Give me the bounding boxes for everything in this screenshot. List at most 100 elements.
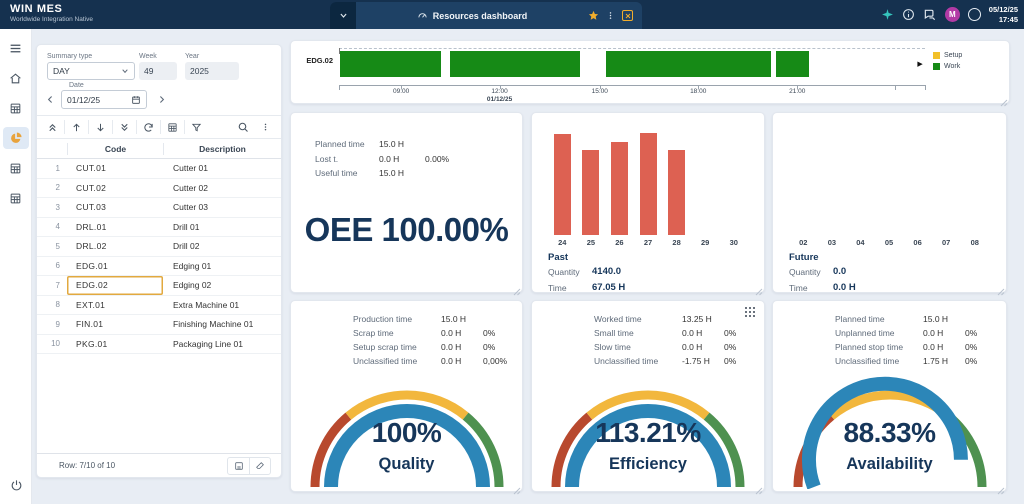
filter-icon[interactable]	[185, 118, 208, 136]
power-icon[interactable]	[3, 474, 29, 496]
cell-code[interactable]: EXT.01	[76, 299, 106, 310]
future-title: Future	[789, 252, 819, 263]
search-icon[interactable]	[231, 118, 254, 136]
cell-description[interactable]: Packaging Line 01	[173, 338, 243, 349]
table-row[interactable]: 5 DRL.02 Drill 02	[37, 237, 281, 257]
table-row[interactable]: 8 EXT.01 Extra Machine 01	[37, 296, 281, 315]
cell-code[interactable]: DRL.01	[76, 221, 107, 232]
row-number: 4	[55, 222, 60, 232]
table-row[interactable]: 3 CUT.03 Cutter 03	[37, 198, 281, 218]
quantity-value: 0.0	[833, 266, 847, 277]
cell-code[interactable]: FIN.01	[76, 319, 104, 330]
stat-label: Worked time	[594, 314, 642, 324]
table-row[interactable]: 2 CUT.02 Cutter 02	[37, 179, 281, 198]
cell-code[interactable]: DRL.02	[76, 241, 107, 252]
tab-menu-kebab-icon[interactable]	[606, 10, 615, 21]
bar-slot	[634, 133, 663, 235]
cell-description[interactable]: Drill 02	[173, 241, 200, 252]
cell-description[interactable]: Extra Machine 01	[173, 299, 240, 310]
grid-view-icon[interactable]	[161, 118, 184, 136]
top-bar: WIN MES Worldwide Integration Native Res…	[0, 0, 1024, 29]
gantt-work-bar[interactable]	[605, 51, 772, 77]
sidebar-item-table-3[interactable]	[3, 187, 29, 209]
hamburger-menu-icon[interactable]	[3, 37, 29, 59]
stat-percent: 0%	[965, 356, 978, 366]
resize-grip[interactable]	[755, 283, 763, 296]
table-row[interactable]: 6 EDG.01 Edging 01	[37, 257, 281, 276]
cell-code[interactable]: CUT.01	[76, 163, 107, 174]
sidebar-item-table-2[interactable]	[3, 157, 29, 179]
resize-grip[interactable]	[1000, 94, 1008, 107]
table-row[interactable]: 7 EDG.02 Edging 02	[37, 276, 281, 296]
stat-percent: 0%	[483, 328, 496, 338]
dashboard-tab[interactable]: Resources dashboard	[330, 2, 642, 29]
cell-description[interactable]: Cutter 03	[173, 202, 208, 213]
cell-description[interactable]: Cutter 01	[173, 163, 208, 174]
gantt-work-bar[interactable]	[776, 51, 809, 77]
table-row[interactable]: 10 PKG.01 Packaging Line 01	[37, 335, 281, 354]
bar[interactable]	[639, 133, 657, 235]
cell-description[interactable]: Drill 01	[173, 221, 200, 232]
sidebar-item-home[interactable]	[3, 67, 29, 89]
go-last-icon[interactable]	[113, 118, 136, 136]
resize-grip[interactable]	[513, 482, 521, 495]
drag-handle-icon[interactable]	[745, 307, 757, 319]
go-first-icon[interactable]	[41, 118, 64, 136]
info-icon[interactable]	[902, 8, 915, 21]
chat-icon[interactable]	[923, 8, 937, 22]
cell-code[interactable]: CUT.02	[76, 182, 107, 193]
cell-code[interactable]: EDG.01	[76, 260, 109, 271]
table-toolbar	[37, 115, 281, 139]
table-row[interactable]: 1 CUT.01 Cutter 01	[37, 159, 281, 179]
footer-buttons	[227, 456, 271, 475]
cell-description[interactable]: Finishing Machine 01	[173, 319, 254, 330]
week-input[interactable]: 49	[139, 62, 177, 80]
refresh-icon[interactable]	[137, 118, 160, 136]
sparkle-icon[interactable]	[881, 8, 894, 21]
cell-description[interactable]: Edging 02	[173, 280, 212, 291]
bar[interactable]	[668, 150, 686, 235]
row-up-icon[interactable]	[65, 118, 88, 136]
row-number: 9	[55, 319, 60, 329]
user-avatar[interactable]: M	[944, 7, 960, 22]
clear-filter-eraser-icon[interactable]	[249, 457, 270, 474]
resize-grip[interactable]	[755, 482, 763, 495]
date-next-button[interactable]	[153, 91, 169, 107]
year-input[interactable]: 2025	[185, 62, 239, 80]
gantt-work-bar[interactable]	[449, 51, 581, 77]
sidebar-item-table-1[interactable]	[3, 97, 29, 119]
resize-grip[interactable]	[513, 283, 521, 296]
date-input[interactable]: 01/12/25	[61, 90, 147, 109]
table-menu-kebab-icon[interactable]	[254, 118, 277, 136]
bar[interactable]	[553, 134, 571, 235]
date-prev-button[interactable]	[42, 91, 58, 107]
axis-tick	[599, 85, 601, 89]
stat-label: Unclassified time	[835, 356, 900, 366]
cell-code[interactable]: PKG.01	[76, 338, 108, 349]
tab-dropdown-button[interactable]	[330, 2, 356, 29]
favorite-star-icon[interactable]	[588, 10, 599, 21]
summary-type-select[interactable]: DAY	[47, 62, 135, 80]
gantt-right-arrow-icon[interactable]: ▶	[917, 61, 923, 68]
export-icon[interactable]	[228, 458, 249, 474]
resize-grip[interactable]	[997, 482, 1005, 495]
resize-grip[interactable]	[997, 283, 1005, 296]
table-header[interactable]: Code Description	[37, 139, 281, 159]
bar[interactable]	[610, 142, 628, 235]
row-down-icon[interactable]	[89, 118, 112, 136]
calendar-icon[interactable]	[131, 95, 141, 105]
cell-code[interactable]: CUT.03	[76, 202, 107, 213]
column-header-code[interactable]: Code	[67, 142, 163, 155]
refresh-spinner-icon[interactable]	[967, 8, 981, 21]
gantt-work-bar[interactable]	[340, 51, 441, 77]
quantity-label: Quantity	[548, 266, 580, 277]
cell-description[interactable]: Edging 01	[173, 260, 212, 271]
sidebar-item-dashboard-active[interactable]	[2, 127, 29, 149]
cell-code[interactable]: EDG.02	[67, 276, 163, 295]
cell-description[interactable]: Cutter 02	[173, 182, 208, 193]
bar[interactable]	[582, 150, 600, 235]
table-row[interactable]: 9 FIN.01 Finishing Machine 01	[37, 315, 281, 335]
column-header-description[interactable]: Description	[163, 142, 281, 155]
tab-close-icon[interactable]	[622, 10, 633, 21]
table-row[interactable]: 4 DRL.01 Drill 01	[37, 218, 281, 237]
